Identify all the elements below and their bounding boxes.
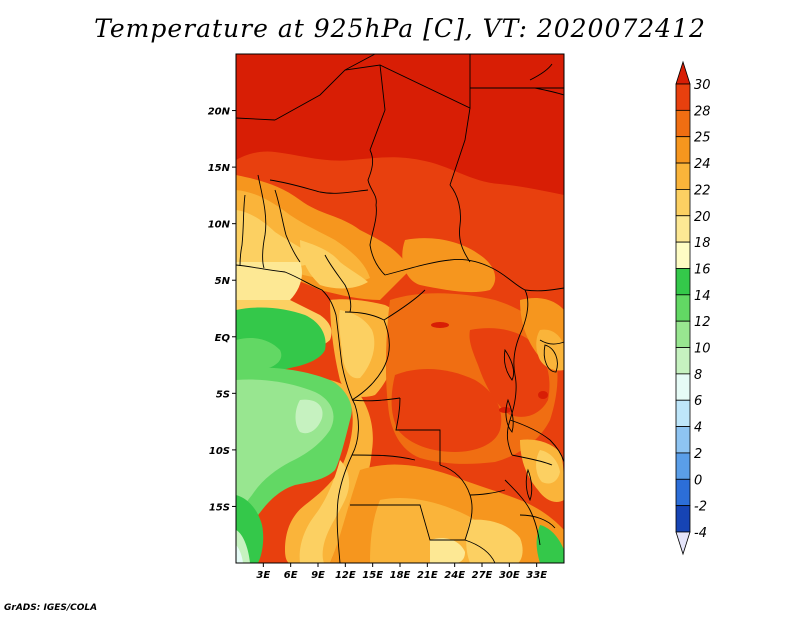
lat-tick-label: 15N <box>208 163 231 174</box>
longitude-axis: 3E 6E 9E 12E 15E 18E 21E 24E 27E 30E 33E <box>256 563 547 581</box>
colorbar-label: 6 <box>694 394 702 409</box>
colorbar-label: -2 <box>694 500 707 515</box>
colorbar-bottom-arrow <box>675 531 691 556</box>
country-borders <box>235 53 565 564</box>
colorbar-swatch <box>675 347 691 375</box>
colorbar-swatch <box>675 399 691 427</box>
colorbar-swatch <box>675 83 691 111</box>
lon-tick-label: 15E <box>362 570 383 581</box>
colorbar-label: 14 <box>694 289 711 304</box>
colorbar-label: 12 <box>694 315 711 330</box>
lat-tick-label: EQ <box>215 333 231 344</box>
colorbar-swatch <box>675 215 691 243</box>
colorbar-swatch <box>675 426 691 454</box>
colorbar-swatch <box>675 162 691 190</box>
lat-tick-label: 20N <box>208 107 231 118</box>
map-title: Temperature at 925hPa [C], VT: 202007241… <box>94 14 706 43</box>
colorbar-top-arrow <box>675 60 691 85</box>
colorbar-label: 0 <box>694 473 702 488</box>
colorbar-swatch <box>675 189 691 217</box>
colorbar-label: 10 <box>694 342 711 357</box>
colorbar-swatch <box>675 373 691 401</box>
lat-tick-label: 5S <box>216 389 230 400</box>
lon-tick-label: 21E <box>417 570 438 581</box>
latitude-axis: 20N 15N 10N 5N EQ 5S 10S 15S <box>208 107 236 513</box>
lon-tick-label: 24E <box>444 570 465 581</box>
lon-tick-label: 3E <box>256 570 270 581</box>
colorbar-label: 16 <box>694 262 711 277</box>
lat-tick-label: 15S <box>209 502 230 513</box>
colorbar-label: 30 <box>694 78 711 93</box>
colorbar-swatch <box>675 478 691 507</box>
colorbar-swatch <box>675 268 691 296</box>
temperature-field <box>236 54 564 563</box>
colorbar-label: 4 <box>694 421 702 436</box>
lon-tick-label: 6E <box>284 570 298 581</box>
colorbar-swatch <box>675 109 691 138</box>
lon-tick-label: 9E <box>311 570 325 581</box>
colorbar-label: 28 <box>694 104 711 119</box>
colorbar-label: 2 <box>694 447 702 462</box>
colorbar-label: 18 <box>694 236 711 251</box>
colorbar-swatch <box>675 505 691 533</box>
lon-tick-label: 12E <box>335 570 356 581</box>
colorbar-label: 20 <box>694 210 711 225</box>
colorbar-swatch <box>675 320 691 348</box>
grads-credit: GrADS: IGES/COLA <box>4 603 98 613</box>
colorbar-swatch <box>675 452 691 480</box>
colorbar-label: 24 <box>694 157 711 172</box>
colorbar-label: 22 <box>694 183 711 198</box>
colorbar-swatch <box>675 136 691 164</box>
lon-tick-label: 18E <box>390 570 411 581</box>
colorbar-label: -4 <box>694 526 707 541</box>
colorbar-swatch <box>675 241 691 269</box>
lat-tick-label: 10N <box>208 220 231 231</box>
lat-tick-label: 5N <box>215 276 231 287</box>
lat-tick-label: 10S <box>209 446 230 457</box>
colorbar-label: 25 <box>694 131 711 146</box>
lon-tick-label: 33E <box>526 570 547 581</box>
colorbar-label: 8 <box>694 368 702 383</box>
lon-tick-label: 30E <box>499 570 520 581</box>
lon-tick-label: 27E <box>472 570 493 581</box>
colorbar-swatch <box>675 294 691 322</box>
